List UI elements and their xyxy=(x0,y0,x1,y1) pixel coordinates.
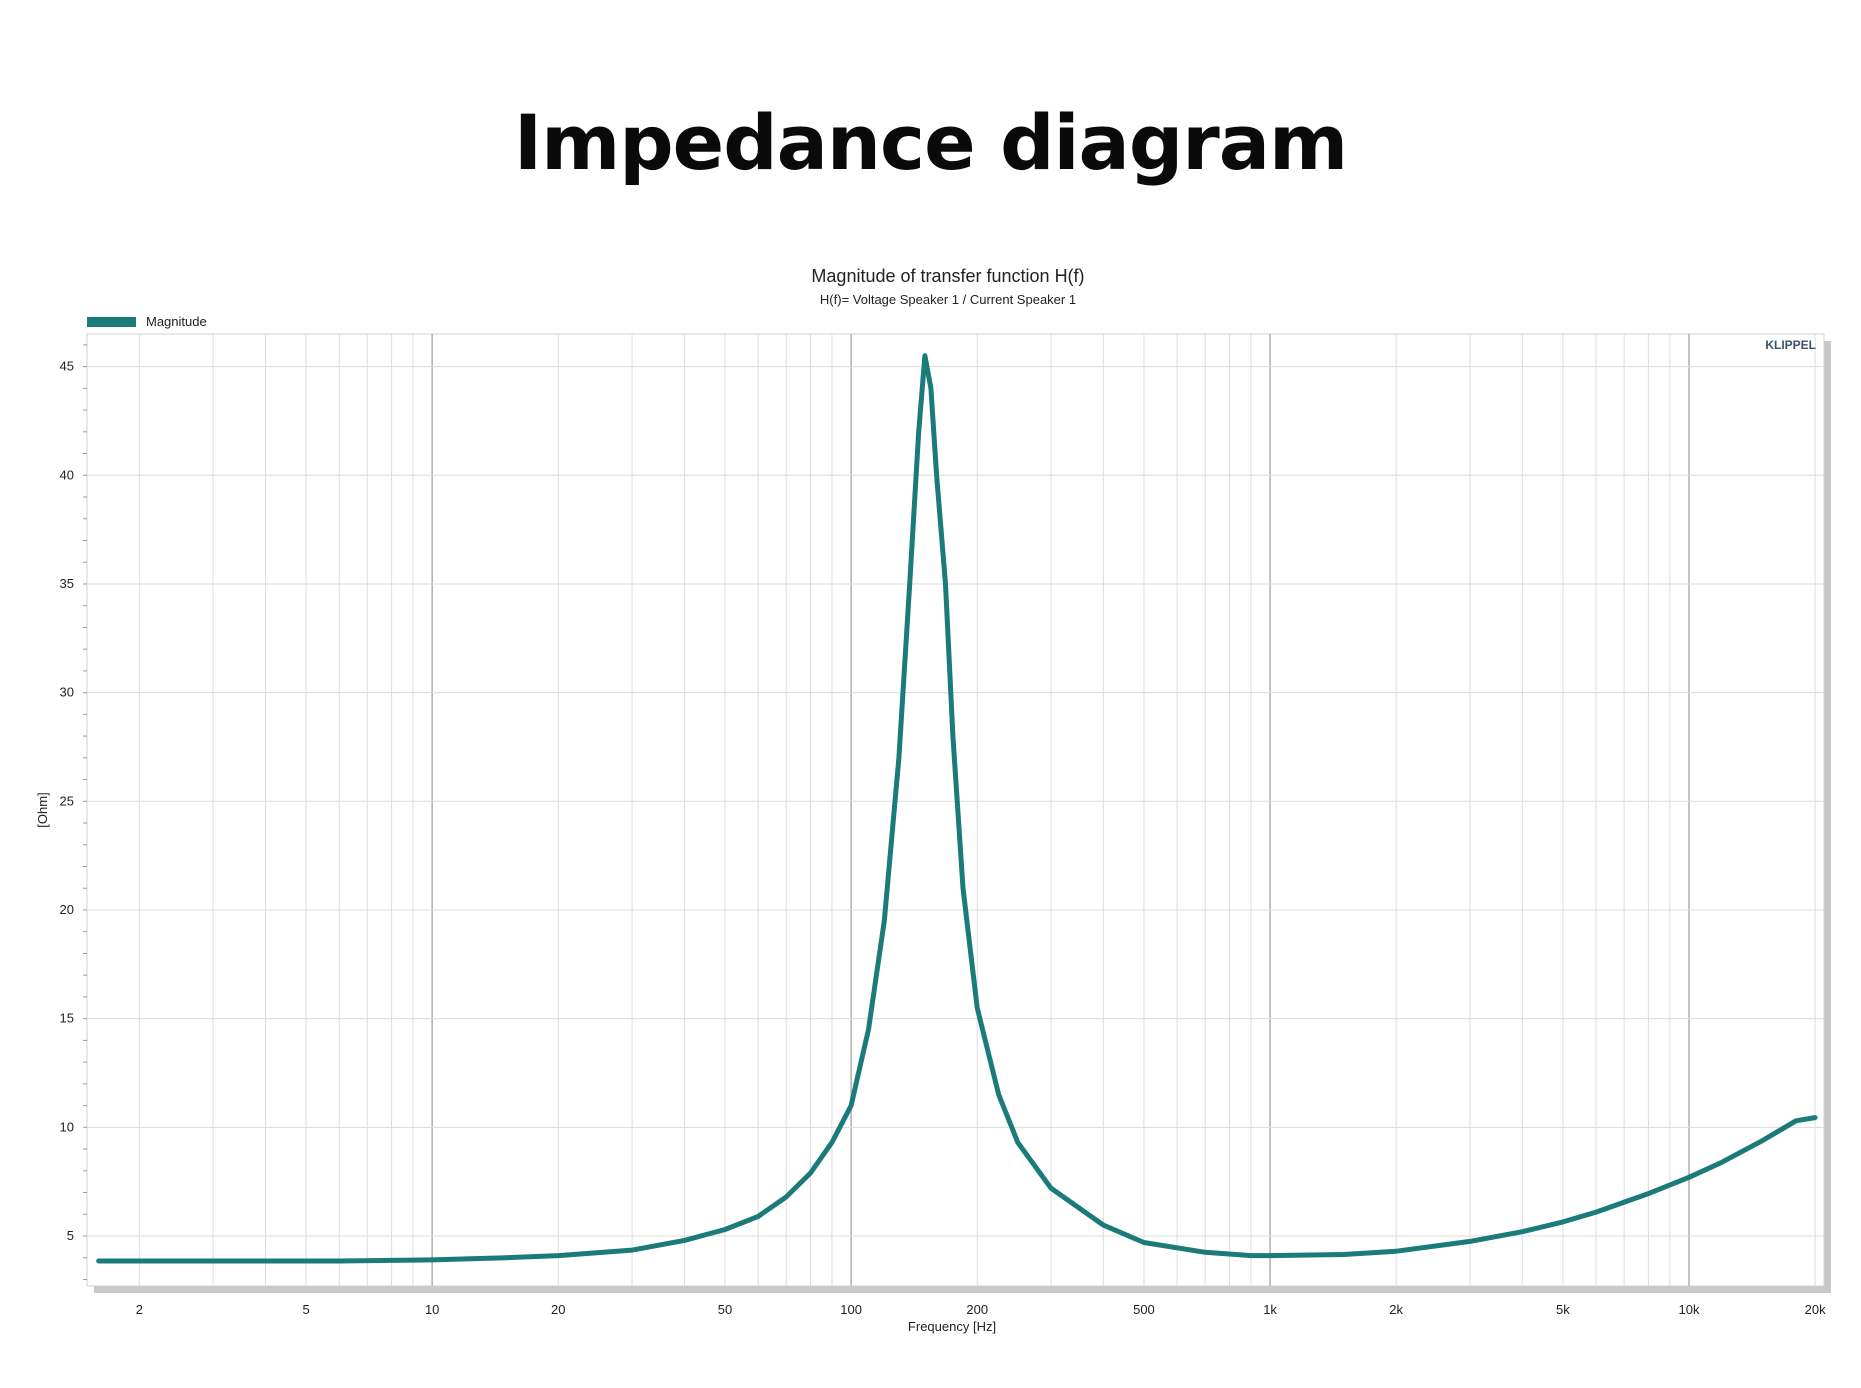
page-title: Impedance diagram xyxy=(513,98,1348,187)
chart-subtitle: H(f)= Voltage Speaker 1 / Current Speake… xyxy=(820,292,1076,307)
y-tick-label: 20 xyxy=(60,902,74,917)
x-tick-label: 20k xyxy=(1805,1302,1826,1317)
x-axis-label: Frequency [Hz] xyxy=(908,1319,996,1334)
y-tick-labels: 5 10 15 20 25 30 35 40 45 xyxy=(60,359,74,1243)
y-axis-minor-ticks xyxy=(83,344,87,1280)
y-tick-label: 30 xyxy=(60,685,74,700)
y-tick-label: 45 xyxy=(60,359,74,374)
klippel-watermark: KLIPPEL xyxy=(1765,338,1816,352)
x-tick-label: 500 xyxy=(1133,1302,1155,1317)
x-tick-label: 2k xyxy=(1389,1302,1403,1317)
y-tick-label: 5 xyxy=(67,1228,74,1243)
legend-label: Magnitude xyxy=(146,314,207,329)
magnitude-line xyxy=(96,353,1818,1264)
y-tick-label: 10 xyxy=(60,1119,74,1134)
x-tick-label: 100 xyxy=(840,1302,862,1317)
grid-lines xyxy=(87,334,1824,1286)
y-tick-label: 40 xyxy=(60,467,74,482)
chart-title: Magnitude of transfer function H(f) xyxy=(811,266,1084,286)
y-tick-label: 15 xyxy=(60,1011,74,1026)
y-axis-label: [Ohm] xyxy=(35,792,50,827)
x-tick-label: 2 xyxy=(136,1302,143,1317)
x-tick-label: 5 xyxy=(302,1302,309,1317)
x-tick-label: 10k xyxy=(1679,1302,1700,1317)
legend-swatch xyxy=(87,317,136,327)
y-tick-label: 35 xyxy=(60,576,74,591)
x-tick-label: 10 xyxy=(425,1302,439,1317)
x-tick-label: 50 xyxy=(718,1302,732,1317)
x-tick-labels: 2 5 10 20 50 100 200 500 1k 2k 5k 10k 20k xyxy=(136,1302,1826,1317)
x-tick-label: 5k xyxy=(1556,1302,1570,1317)
y-tick-label: 25 xyxy=(60,793,74,808)
x-tick-label: 20 xyxy=(551,1302,565,1317)
x-tick-label: 1k xyxy=(1263,1302,1277,1317)
x-tick-label: 200 xyxy=(966,1302,988,1317)
